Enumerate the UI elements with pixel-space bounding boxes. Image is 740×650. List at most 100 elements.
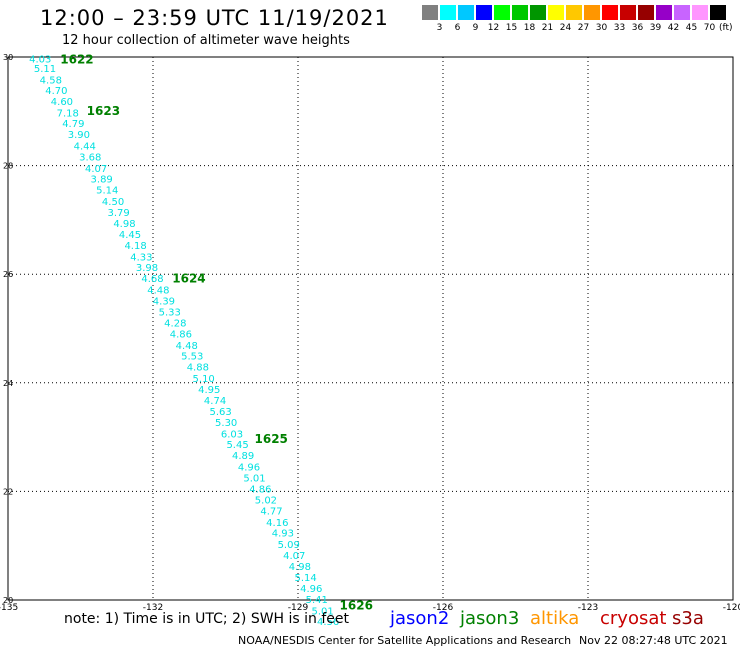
wave-height-label: 3.98: [136, 263, 158, 274]
colorbar-label: 30: [595, 23, 608, 33]
colorbar-swatch: [422, 5, 439, 20]
map-frame: [7, 56, 734, 601]
wave-height-label: 4.98: [289, 562, 311, 573]
mission-label-cryosat: cryosat: [600, 608, 667, 629]
wave-height-label: 4.07: [85, 164, 107, 175]
colorbar-label: 33: [613, 23, 626, 33]
wave-height-label: 4.95: [198, 385, 220, 396]
y-tick-label: 22: [3, 487, 13, 496]
generated-timestamp: Nov 22 08:27:48 UTC 2021: [579, 634, 728, 647]
wave-height-label: 4.18: [124, 241, 146, 252]
colorbar-label: 27: [577, 23, 590, 33]
wave-height-label: 5.33: [159, 308, 181, 319]
wave-height-label: 5.63: [209, 407, 231, 418]
colorbar-swatch: [566, 5, 583, 20]
mission-label-altika: altika: [530, 608, 580, 629]
colorbar-label: 24: [559, 23, 572, 33]
wave-height-label: 4.45: [119, 230, 141, 241]
x-tick-label: -135: [0, 603, 18, 613]
footer-note: note: 1) Time is in UTC; 2) SWH is in fe…: [64, 611, 350, 627]
colorbar-swatch: [692, 5, 709, 20]
wave-height-label: 4.96: [238, 462, 260, 473]
colorbar-swatch: [638, 5, 655, 20]
wave-height-label: 4.48: [176, 341, 198, 352]
colorbar-swatch: [674, 5, 691, 20]
colorbar-unit: (ft): [719, 23, 733, 33]
wave-height-label: 5.30: [215, 418, 237, 429]
colorbar-swatch: [512, 5, 529, 20]
wave-height-label: 4.48: [147, 285, 169, 296]
wave-height-label: 5.02: [255, 496, 277, 507]
wave-height-label: 4.86: [249, 485, 271, 496]
wave-height-label: 4.07: [283, 551, 305, 562]
wave-height-label: 5.11: [34, 64, 56, 75]
colorbar-swatch: [584, 5, 601, 20]
x-tick-label: -123: [578, 603, 598, 613]
wave-height-label: 5.41: [306, 595, 328, 606]
y-tick-label: 30: [3, 53, 13, 62]
colorbar-swatch: [440, 5, 457, 20]
wave-height-label: 4.79: [62, 119, 84, 130]
wave-height-label: 3.79: [107, 208, 129, 219]
colorbar-label: 42: [667, 23, 680, 33]
colorbar-label: 12: [487, 23, 500, 33]
wave-height-label: 5.10: [193, 374, 215, 385]
wave-height-label: 4.03: [29, 55, 51, 66]
colorbar-label: 36: [631, 23, 644, 33]
y-tick-label: 20: [3, 596, 13, 605]
wave-height-label: 4.60: [51, 97, 73, 108]
wave-height-label: 4.93: [272, 529, 294, 540]
x-tick-label: -126: [433, 603, 454, 613]
colorbar-swatch: [458, 5, 475, 20]
colorbar-swatch: [530, 5, 547, 20]
colorbar-swatch: [494, 5, 511, 20]
wave-height-label: 5.01: [311, 606, 333, 617]
wave-height-label: 4.70: [45, 86, 67, 97]
colorbar-swatch: [656, 5, 673, 20]
wave-height-label: 4.16: [266, 518, 288, 529]
time-label: 1622: [60, 53, 93, 67]
wave-height-label: 4.96: [300, 584, 322, 595]
time-label: 1626: [340, 598, 373, 612]
wave-height-label: 6.03: [221, 429, 243, 440]
wave-height-label: 4.74: [204, 396, 226, 407]
time-label: 1624: [172, 271, 205, 285]
colorbar-swatch: [710, 5, 727, 20]
wave-height-label: 4.44: [74, 142, 96, 153]
wave-height-label: 4.98: [113, 219, 135, 230]
colorbar-swatch: [548, 5, 565, 20]
x-tick-label: -132: [143, 603, 163, 613]
y-tick-label: 28: [3, 162, 13, 171]
y-tick-label: 24: [3, 379, 13, 388]
wave-height-label: 5.01: [243, 473, 265, 484]
x-tick-label: -120: [723, 603, 740, 613]
colorbar-label: 21: [541, 23, 554, 33]
mission-label-jason2: jason2: [390, 608, 450, 629]
wave-height-label: 4.28: [164, 319, 186, 330]
colorbar-label: 3: [436, 23, 443, 33]
colorbar-label: 18: [523, 23, 536, 33]
wave-height-label: 4.89: [232, 451, 254, 462]
colorbar-label: 45: [685, 23, 698, 33]
wave-height-label: 3.89: [91, 175, 113, 186]
wave-height-label: 4.50: [102, 197, 124, 208]
colorbar-label: 6: [454, 23, 461, 33]
colorbar-label: 39: [649, 23, 662, 33]
wave-height-label: 7.18: [57, 108, 79, 119]
wave-height-label: 5.09: [278, 540, 300, 551]
wave-height-label: 4.33: [130, 252, 152, 263]
time-label: 1623: [87, 104, 120, 118]
chart-title: 12:00 – 23:59 UTC 11/19/2021: [40, 6, 389, 30]
wave-height-label: 3.68: [79, 152, 101, 163]
wave-height-label: 4.58: [40, 75, 62, 86]
wave-height-label: 5.14: [295, 573, 317, 584]
time-label: 1625: [255, 432, 288, 446]
colorbar-label: 70: [703, 23, 716, 33]
chart-subtitle: 12 hour collection of altimeter wave hei…: [62, 33, 350, 48]
colorbar-swatch: [602, 5, 619, 20]
mission-label-jason3: jason3: [460, 608, 520, 629]
wave-height-label: 4.88: [187, 363, 209, 374]
credit-text: NOAA/NESDIS Center for Satellite Applica…: [238, 634, 572, 647]
colorbar-swatch: [476, 5, 493, 20]
wave-height-label: 3.90: [68, 130, 90, 141]
